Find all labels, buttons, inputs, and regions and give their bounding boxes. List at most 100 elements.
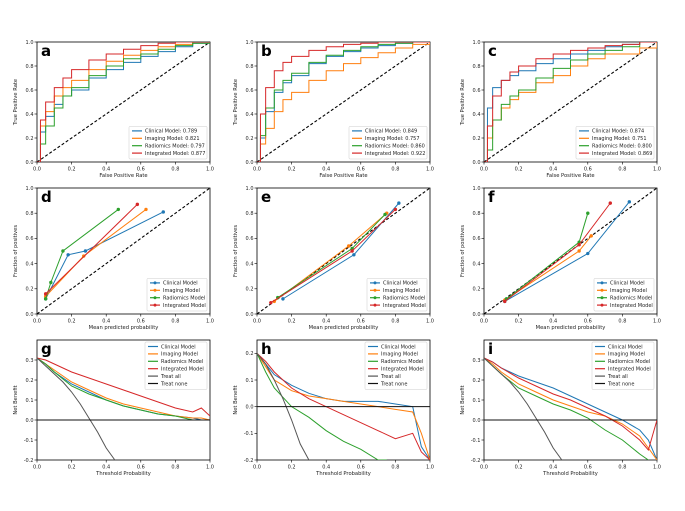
x-tick-label: 0.2	[288, 465, 296, 471]
panel-label: d	[41, 188, 52, 206]
legend-item: Imaging Model	[163, 288, 200, 294]
x-tick-label: 0.0	[480, 319, 488, 325]
y-tick-label: 0.1	[246, 378, 254, 384]
legend-item: Clinical Model	[161, 344, 196, 350]
x-tick-label: 1.0	[206, 465, 214, 471]
x-tick-label: 0.4	[322, 319, 330, 325]
y-tick-label: 0.0	[246, 404, 254, 410]
y-tick-label: 0.4	[26, 261, 34, 267]
x-tick-label: 1.0	[426, 319, 434, 325]
panel-f: 0.0 0.2 0.4 0.6 0.8 1.0 0.0 0.2 0.4 0.6 0.8 1.0 Mean…	[460, 186, 661, 331]
legend-marker	[153, 288, 157, 292]
y-tick-label: 0.8	[26, 211, 34, 217]
x-tick-label: 0.4	[102, 167, 110, 173]
y-tick-label: -0.2	[471, 458, 481, 464]
legend-item: Imaging Model: 0.751	[592, 136, 647, 142]
y-tick-label: 0.3	[473, 358, 481, 364]
y-axis-label: Fraction of positives	[13, 225, 19, 277]
legend-marker	[373, 281, 377, 285]
legend-item: Integrated Model	[608, 367, 651, 373]
legend-item: Imaging Model	[381, 352, 418, 358]
x-tick-label: 0.6	[137, 167, 145, 173]
x-tick-label: 1.0	[653, 465, 661, 471]
y-tick-label: 0.0	[26, 312, 34, 318]
legend-item: Clinical Model	[610, 281, 645, 287]
series-line	[257, 353, 310, 460]
y-tick-label: -0.1	[24, 438, 34, 444]
legend-marker	[600, 281, 604, 285]
x-tick-label: 0.0	[253, 319, 261, 325]
y-tick-label: 0.4	[26, 112, 34, 118]
series-line	[37, 42, 210, 162]
x-tick-label: 0.6	[357, 465, 365, 471]
legend-item: Radiomics Model	[383, 296, 425, 302]
series-line	[484, 357, 657, 452]
y-tick-label: 0.1	[26, 398, 34, 404]
data-point	[589, 234, 593, 238]
y-axis-label: True Positive Rate	[460, 79, 466, 126]
legend-item: Treat none	[607, 381, 634, 387]
legend-item: Imaging Model	[610, 288, 647, 294]
y-axis-label: Fraction of positives	[233, 225, 239, 277]
reference-diagonal	[36, 187, 211, 315]
legend-marker	[600, 288, 604, 292]
series-line	[37, 357, 210, 417]
x-tick-label: 0.4	[322, 167, 330, 173]
x-tick-label: 0.6	[584, 167, 592, 173]
x-tick-label: 0.6	[357, 167, 365, 173]
data-point	[352, 253, 356, 257]
x-tick-label: 1.0	[206, 319, 214, 325]
y-tick-label: 0.2	[26, 287, 34, 293]
data-layer	[484, 357, 657, 460]
legend-item: Imaging Model: 0.757	[365, 136, 420, 142]
x-axis-label: Threshold Probability	[542, 471, 598, 477]
y-tick-label: 0.3	[26, 358, 34, 364]
reference-diagonal	[256, 41, 431, 163]
legend-item: Treat none	[160, 381, 187, 387]
x-tick-label: 0.2	[68, 167, 76, 173]
x-tick-label: 1.0	[206, 167, 214, 173]
y-tick-label: 1.0	[26, 40, 34, 46]
series-line	[257, 42, 430, 162]
x-tick-label: 0.0	[480, 465, 488, 471]
x-axis-label: Mean predicted probability	[536, 325, 606, 331]
legend-item: Radiomics Model	[381, 359, 423, 365]
legend-item: Treat all	[607, 374, 628, 380]
reference-diagonal	[36, 41, 211, 163]
legend-item: Imaging Model	[161, 352, 198, 358]
data-point	[383, 212, 387, 217]
x-tick-label: 0.2	[515, 465, 523, 471]
x-tick-label: 0.0	[480, 167, 488, 173]
series-line	[257, 352, 430, 460]
series-line	[257, 42, 430, 162]
y-tick-label: 0.2	[473, 378, 481, 384]
x-tick-label: 0.6	[137, 465, 145, 471]
y-tick-label: 0.2	[246, 351, 254, 357]
panel-label: c	[488, 42, 497, 60]
y-tick-label: 0.8	[246, 211, 254, 217]
data-point	[350, 246, 354, 251]
y-axis-label: Fraction of positives	[460, 225, 466, 277]
data-point	[161, 210, 165, 214]
legend-item: Clinical Model: 0.849	[365, 129, 417, 135]
legend-box	[591, 341, 655, 390]
panel-e: 0.0 0.2 0.4 0.6 0.8 1.0 0.0 0.2 0.4 0.6 0.8 1.0 Mean…	[233, 186, 434, 331]
y-axis-label: True Positive Rate	[13, 79, 19, 126]
x-axis-label: Mean predicted probability	[309, 325, 379, 331]
y-tick-label: 1.0	[473, 40, 481, 46]
x-tick-label: 0.4	[549, 465, 557, 471]
legend-marker	[153, 281, 157, 285]
legend-item: Radiomics Model	[608, 359, 650, 365]
legend-marker	[600, 296, 604, 300]
data-layer	[37, 42, 210, 162]
x-tick-label: 0.4	[549, 167, 557, 173]
series-line	[37, 42, 210, 162]
data-layer	[484, 42, 657, 162]
series-line	[484, 357, 563, 460]
